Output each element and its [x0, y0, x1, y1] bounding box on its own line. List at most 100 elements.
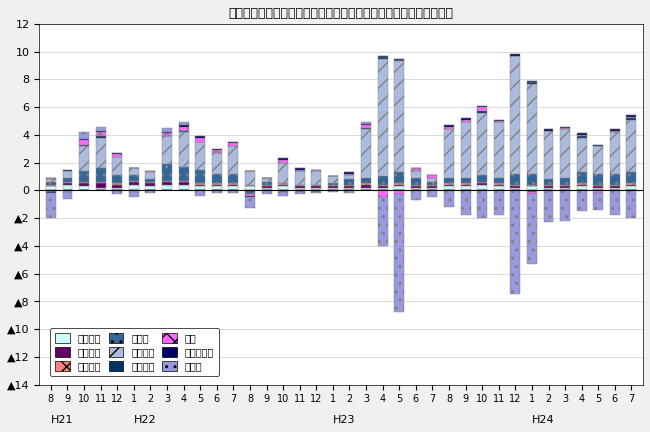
- Bar: [96, 127, 106, 131]
- Bar: [245, 186, 255, 191]
- Bar: [543, 191, 554, 192]
- Bar: [212, 185, 222, 186]
- Bar: [146, 191, 155, 193]
- Bar: [560, 128, 570, 129]
- Bar: [261, 192, 272, 194]
- Bar: [162, 128, 172, 132]
- Bar: [261, 185, 272, 186]
- Bar: [79, 145, 89, 146]
- Bar: [344, 185, 354, 186]
- Bar: [62, 192, 72, 199]
- Bar: [378, 176, 387, 185]
- Bar: [477, 184, 487, 185]
- Bar: [344, 191, 354, 193]
- Bar: [378, 57, 387, 59]
- Bar: [79, 171, 89, 182]
- Bar: [411, 171, 421, 178]
- Bar: [527, 194, 537, 264]
- Bar: [361, 124, 371, 125]
- Bar: [411, 187, 421, 191]
- Bar: [294, 185, 305, 186]
- Text: H21: H21: [51, 415, 73, 425]
- Bar: [510, 174, 520, 185]
- Bar: [328, 191, 338, 192]
- Bar: [179, 131, 188, 132]
- Bar: [527, 186, 537, 191]
- Bar: [179, 185, 188, 191]
- Bar: [395, 184, 404, 185]
- Bar: [461, 122, 471, 178]
- Bar: [195, 191, 205, 196]
- Bar: [494, 191, 504, 215]
- Bar: [146, 179, 155, 182]
- Bar: [527, 81, 537, 82]
- Bar: [212, 153, 222, 174]
- Bar: [378, 56, 387, 57]
- Bar: [477, 175, 487, 182]
- Bar: [461, 178, 471, 184]
- Bar: [395, 59, 404, 60]
- Bar: [461, 186, 471, 191]
- Bar: [212, 149, 222, 150]
- Title: 三重県鉱工業生産の業種別前月比寄与度の推移（季節調整済指数）: 三重県鉱工業生産の業種別前月比寄与度の推移（季節調整済指数）: [229, 7, 454, 20]
- Bar: [627, 120, 636, 172]
- Bar: [361, 129, 371, 178]
- Bar: [593, 174, 603, 185]
- Bar: [228, 146, 239, 174]
- Bar: [112, 191, 122, 194]
- Bar: [294, 186, 305, 187]
- Bar: [261, 187, 272, 191]
- Bar: [411, 186, 421, 187]
- Bar: [577, 136, 587, 138]
- Bar: [477, 113, 487, 175]
- Bar: [577, 138, 587, 172]
- Bar: [129, 168, 139, 175]
- Bar: [261, 182, 272, 185]
- Bar: [62, 182, 72, 184]
- Bar: [610, 185, 620, 186]
- Bar: [560, 191, 570, 221]
- Bar: [245, 192, 255, 194]
- Bar: [228, 184, 239, 185]
- Bar: [245, 194, 255, 196]
- Bar: [361, 185, 371, 187]
- Bar: [560, 187, 570, 191]
- Bar: [112, 157, 122, 175]
- Bar: [610, 174, 620, 185]
- Bar: [311, 191, 321, 192]
- Bar: [560, 185, 570, 186]
- Bar: [477, 182, 487, 184]
- Bar: [96, 138, 106, 168]
- Bar: [361, 187, 371, 191]
- Bar: [428, 191, 437, 197]
- Bar: [510, 185, 520, 186]
- Bar: [577, 185, 587, 186]
- Bar: [179, 127, 188, 131]
- Bar: [96, 132, 106, 136]
- Bar: [311, 169, 321, 171]
- Bar: [378, 197, 387, 246]
- Bar: [627, 115, 636, 117]
- Bar: [62, 171, 72, 178]
- Bar: [146, 184, 155, 186]
- Bar: [477, 111, 487, 113]
- Bar: [344, 187, 354, 191]
- Bar: [395, 191, 404, 194]
- Bar: [146, 172, 155, 179]
- Bar: [444, 191, 454, 207]
- Bar: [543, 129, 554, 131]
- Bar: [162, 182, 172, 185]
- Bar: [428, 187, 437, 191]
- Bar: [212, 186, 222, 191]
- Bar: [344, 172, 354, 174]
- Legend: 一般機械, 電気機械, 情報通信, 電デバ, 輸送機械, 窯業土石, 化学, その他工業, その他: 一般機械, 電気機械, 情報通信, 電デバ, 輸送機械, 窯業土石, 化学, そ…: [50, 328, 219, 376]
- Bar: [560, 129, 570, 178]
- Bar: [245, 191, 255, 192]
- Bar: [577, 133, 587, 135]
- Bar: [62, 184, 72, 185]
- Bar: [79, 146, 89, 171]
- Bar: [577, 184, 587, 185]
- Bar: [112, 154, 122, 157]
- Bar: [212, 150, 222, 153]
- Bar: [344, 175, 354, 179]
